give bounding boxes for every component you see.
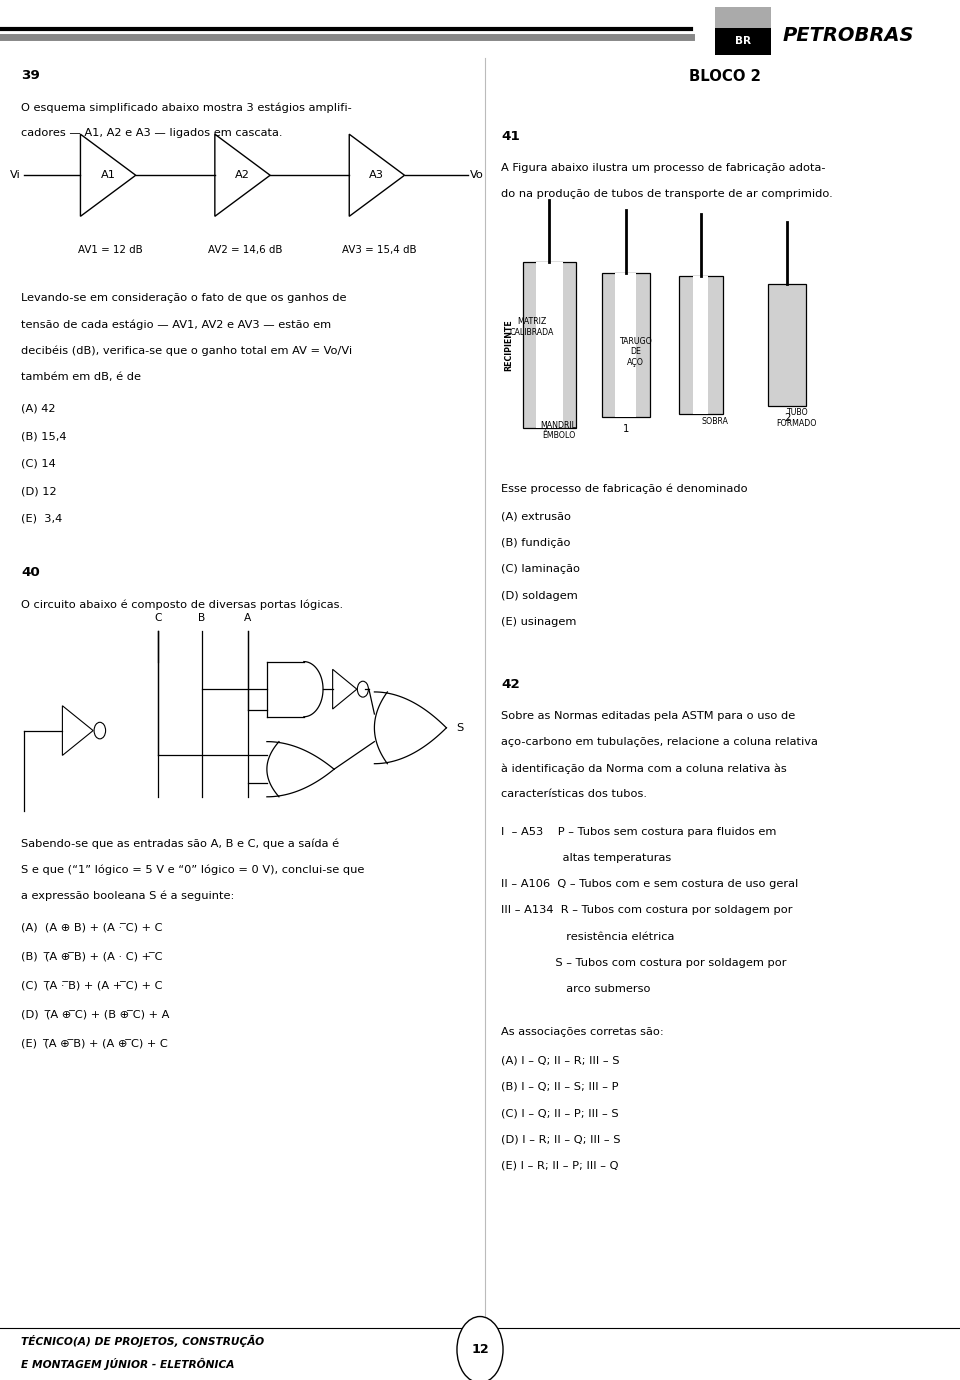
Text: S: S <box>456 723 464 733</box>
Text: S – Tubos com costura por soldagem por: S – Tubos com costura por soldagem por <box>501 958 786 967</box>
Text: Vi: Vi <box>10 170 20 181</box>
FancyBboxPatch shape <box>768 284 806 406</box>
FancyBboxPatch shape <box>715 28 771 55</box>
Text: A1: A1 <box>101 170 115 181</box>
Text: BR: BR <box>735 36 751 47</box>
Text: (E) I – R; II – P; III – Q: (E) I – R; II – P; III – Q <box>501 1161 618 1170</box>
Text: As associações corretas são:: As associações corretas são: <box>501 1027 664 1036</box>
FancyBboxPatch shape <box>679 276 723 414</box>
Text: A: A <box>244 613 252 622</box>
Text: decibéis (dB), verifica-se que o ganho total em AV = Vo/Vi: decibéis (dB), verifica-se que o ganho t… <box>21 345 352 356</box>
Text: (A) I – Q; II – R; III – S: (A) I – Q; II – R; III – S <box>501 1056 619 1065</box>
Text: Sobre as Normas editadas pela ASTM para o uso de: Sobre as Normas editadas pela ASTM para … <box>501 711 796 720</box>
Text: (D) I – R; II – Q; III – S: (D) I – R; II – Q; III – S <box>501 1134 620 1144</box>
Text: I  – A53    P – Tubos sem costura para fluidos em: I – A53 P – Tubos sem costura para fluid… <box>501 827 777 836</box>
Text: B: B <box>198 613 205 622</box>
Text: MANDRIL
ÊMBOLO: MANDRIL ÊMBOLO <box>540 421 577 440</box>
FancyBboxPatch shape <box>615 273 636 418</box>
Text: PETROBRAS: PETROBRAS <box>782 26 914 46</box>
Text: Vo: Vo <box>470 170 484 181</box>
Text: AV3 = 15,4 dB: AV3 = 15,4 dB <box>342 244 417 255</box>
Text: à identificação da Norma com a coluna relativa às: à identificação da Norma com a coluna re… <box>501 763 787 774</box>
Text: (B) fundição: (B) fundição <box>501 538 570 548</box>
FancyBboxPatch shape <box>522 262 575 428</box>
Text: (C)  (̅A · ̅B) + (A + ̅C) + C: (C) (̅A · ̅B) + (A + ̅C) + C <box>21 980 162 991</box>
Text: (C) laminação: (C) laminação <box>501 564 580 574</box>
Text: (D) 12: (D) 12 <box>21 486 57 497</box>
Text: (B)  (̅A ⊕ ̅B) + (A · C) + ̅C: (B) (̅A ⊕ ̅B) + (A · C) + ̅C <box>21 951 162 962</box>
Text: (E) usinagem: (E) usinagem <box>501 617 577 627</box>
Text: AV1 = 12 dB: AV1 = 12 dB <box>78 244 143 255</box>
Text: TARUGO
DE
AÇO: TARUGO DE AÇO <box>619 337 652 367</box>
Text: II – A106  Q – Tubos com e sem costura de uso geral: II – A106 Q – Tubos com e sem costura de… <box>501 879 799 889</box>
Text: O esquema simplificado abaixo mostra 3 estágios amplifi-: O esquema simplificado abaixo mostra 3 e… <box>21 102 352 113</box>
Text: 42: 42 <box>501 678 520 690</box>
Text: (D) soldagem: (D) soldagem <box>501 591 578 600</box>
Text: cadores — A1, A2 e A3 — ligados em cascata.: cadores — A1, A2 e A3 — ligados em casca… <box>21 128 282 138</box>
Text: A2: A2 <box>235 170 250 181</box>
Text: (B) 15,4: (B) 15,4 <box>21 431 66 442</box>
Text: características dos tubos.: características dos tubos. <box>501 789 647 799</box>
FancyBboxPatch shape <box>693 276 708 414</box>
Circle shape <box>457 1317 503 1380</box>
Text: 41: 41 <box>501 130 520 142</box>
Text: S e que (“1” lógico = 5 V e “0” lógico = 0 V), conclui-se que: S e que (“1” lógico = 5 V e “0” lógico =… <box>21 864 365 875</box>
Text: 1: 1 <box>623 425 629 435</box>
Text: MATRIZ
CALIBRADA: MATRIZ CALIBRADA <box>510 317 554 337</box>
Text: 40: 40 <box>21 566 40 580</box>
FancyBboxPatch shape <box>715 7 771 29</box>
Text: E MONTAGEM JÚNIOR - ELETRÔNICA: E MONTAGEM JÚNIOR - ELETRÔNICA <box>21 1358 234 1370</box>
Text: do na produção de tubos de transporte de ar comprimido.: do na produção de tubos de transporte de… <box>501 189 833 199</box>
Text: III – A134  R – Tubos com costura por soldagem por: III – A134 R – Tubos com costura por sol… <box>501 905 793 915</box>
Text: 39: 39 <box>21 69 40 81</box>
Text: (C) 14: (C) 14 <box>21 458 56 469</box>
Text: a expressão booleana S é a seguinte:: a expressão booleana S é a seguinte: <box>21 890 234 901</box>
Text: 12: 12 <box>471 1343 489 1357</box>
Text: (E)  (̅A ⊕ ̅B) + (A ⊕ ̅C) + C: (E) (̅A ⊕ ̅B) + (A ⊕ ̅C) + C <box>21 1038 168 1049</box>
Text: (D)  (̅A ⊕ ̅C) + (B ⊕ ̅C) + A: (D) (̅A ⊕ ̅C) + (B ⊕ ̅C) + A <box>21 1009 170 1020</box>
Text: 2: 2 <box>784 413 790 422</box>
Text: altas temperaturas: altas temperaturas <box>501 853 671 862</box>
Text: A3: A3 <box>370 170 384 181</box>
Text: A Figura abaixo ilustra um processo de fabricação adota-: A Figura abaixo ilustra um processo de f… <box>501 163 826 172</box>
Text: (A) 42: (A) 42 <box>21 403 56 414</box>
Text: tensão de cada estágio — AV1, AV2 e AV3 — estão em: tensão de cada estágio — AV1, AV2 e AV3 … <box>21 319 331 330</box>
Text: BLOCO 2: BLOCO 2 <box>689 69 760 84</box>
Text: (B) I – Q; II – S; III – P: (B) I – Q; II – S; III – P <box>501 1082 618 1092</box>
Text: (A)  (A ⊕ B) + (A · ̅C) + C: (A) (A ⊕ B) + (A · ̅C) + C <box>21 922 162 933</box>
Text: Levando-se em consideração o fato de que os ganhos de: Levando-se em consideração o fato de que… <box>21 293 347 304</box>
Text: SOBRA: SOBRA <box>702 417 729 426</box>
Text: Esse processo de fabricação é denominado: Esse processo de fabricação é denominado <box>501 483 748 494</box>
Text: RECIPIENTE: RECIPIENTE <box>504 319 514 371</box>
Text: O circuito abaixo é composto de diversas portas lógicas.: O circuito abaixo é composto de diversas… <box>21 599 344 610</box>
Text: arco submerso: arco submerso <box>501 984 651 994</box>
Text: Sabendo-se que as entradas são A, B e C, que a saída é: Sabendo-se que as entradas são A, B e C,… <box>21 838 339 849</box>
Text: resistência elétrica: resistência elétrica <box>501 932 675 941</box>
Text: também em dB, é de: também em dB, é de <box>21 371 141 382</box>
FancyBboxPatch shape <box>536 262 563 428</box>
Text: TÉCNICO(A) DE PROJETOS, CONSTRUÇÃO: TÉCNICO(A) DE PROJETOS, CONSTRUÇÃO <box>21 1334 264 1347</box>
Text: TUBO
FORMADO: TUBO FORMADO <box>777 408 817 428</box>
Text: (A) extrusão: (A) extrusão <box>501 512 571 522</box>
FancyBboxPatch shape <box>602 273 650 418</box>
Text: aço-carbono em tubulações, relacione a coluna relativa: aço-carbono em tubulações, relacione a c… <box>501 737 818 747</box>
Text: (C) I – Q; II – P; III – S: (C) I – Q; II – P; III – S <box>501 1108 619 1118</box>
Text: AV2 = 14,6 dB: AV2 = 14,6 dB <box>207 244 282 255</box>
Text: C: C <box>155 613 162 622</box>
Text: (E)  3,4: (E) 3,4 <box>21 513 62 524</box>
